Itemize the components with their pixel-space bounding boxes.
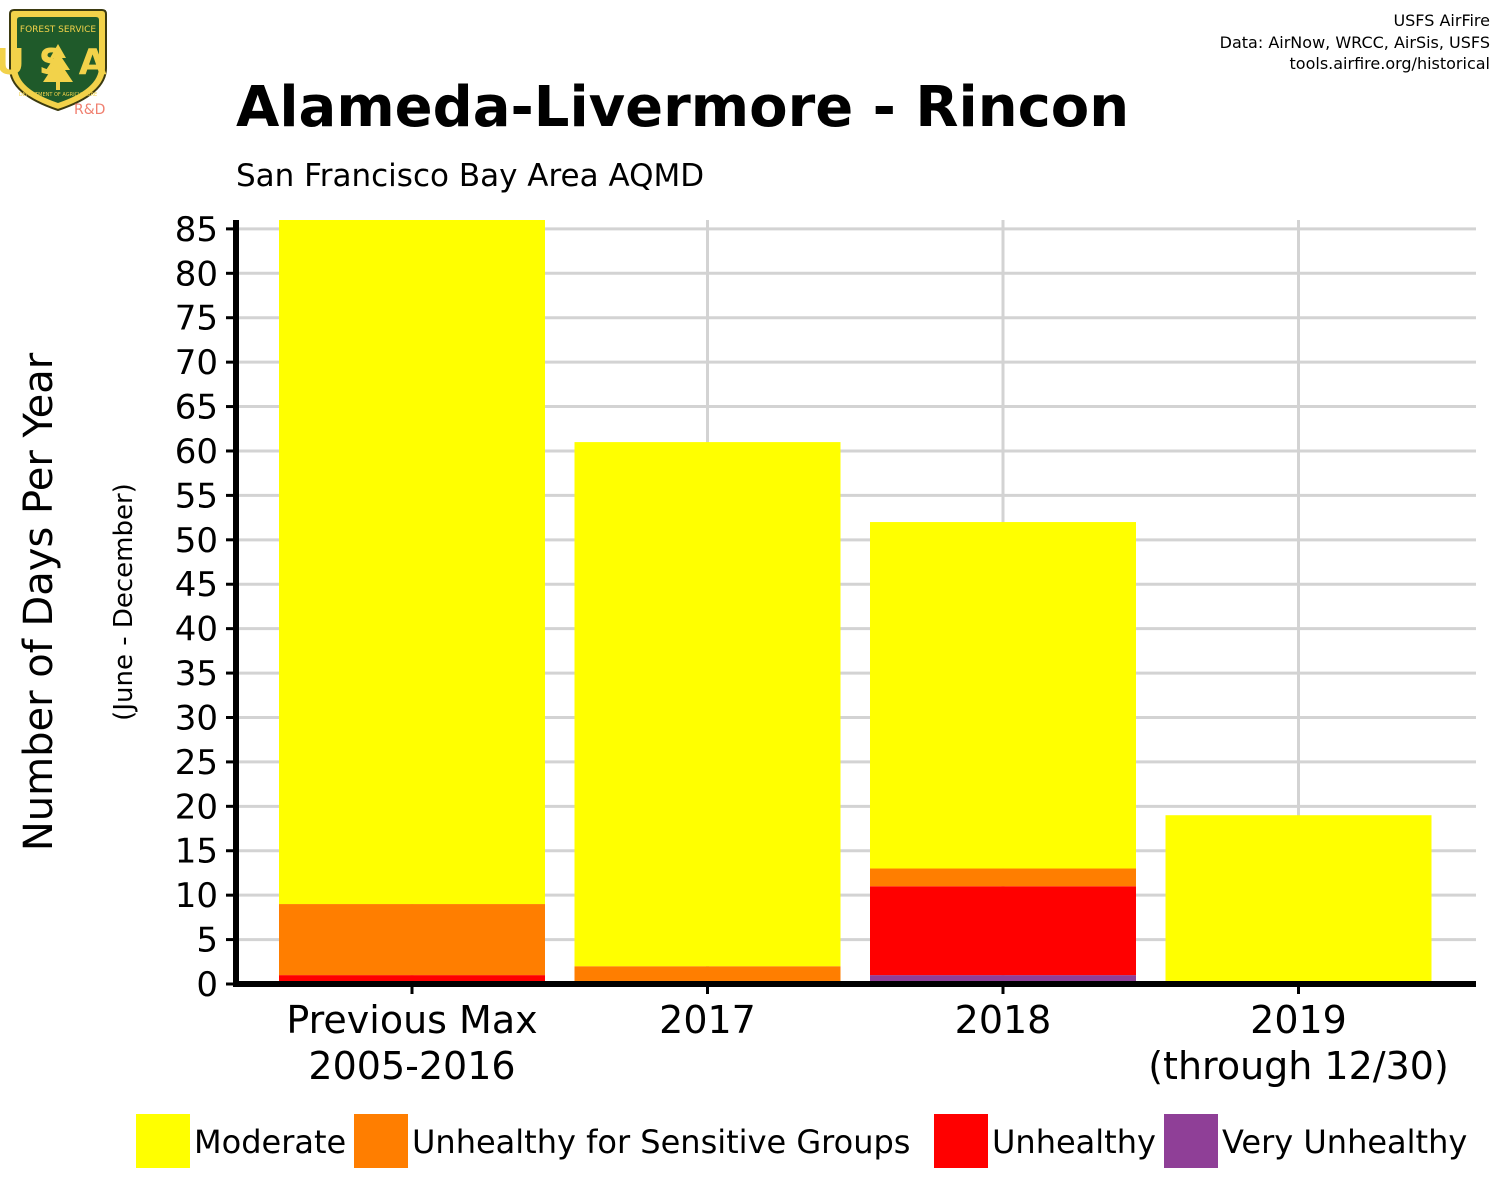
legend-swatch — [1164, 1114, 1218, 1168]
y-tick-label: 65 — [175, 388, 218, 428]
x-tick-label: 2018 — [955, 998, 1052, 1042]
y-tick-label: 25 — [175, 743, 218, 783]
legend-label: Very Unhealthy — [1222, 1123, 1467, 1161]
logo-top-text: FOREST SERVICE — [20, 25, 97, 35]
axes — [233, 220, 1476, 987]
y-tick-label: 70 — [175, 343, 218, 383]
credit-line-3: tools.airfire.org/historical — [1290, 54, 1490, 73]
legend-swatch — [934, 1114, 988, 1168]
chart-subtitle: San Francisco Bay Area AQMD — [236, 158, 704, 194]
bar-segment-very-unhealthy — [870, 975, 1136, 984]
y-tick-label: 5 — [196, 921, 218, 961]
legend: Moderate Unhealthy for Sensitive Groups Un… — [136, 1114, 1467, 1168]
legend-label: Unhealthy — [992, 1123, 1156, 1161]
y-tick-label: 80 — [175, 254, 218, 294]
legend-swatch — [354, 1114, 408, 1168]
x-tick-label: 2019 — [1250, 998, 1347, 1042]
chart-title: Alameda-Livermore - Rincon — [236, 75, 1129, 140]
x-tick-label: Previous Max — [286, 998, 537, 1042]
y-axis-label: Number of Days Per Year — [16, 352, 62, 851]
credit-line-2: Data: AirNow, WRCC, AirSis, USFS — [1220, 33, 1490, 52]
logo-division: R&D — [74, 102, 105, 118]
bars — [279, 220, 1432, 984]
y-tick-label: 15 — [175, 832, 218, 872]
legend-label: Moderate — [194, 1123, 346, 1161]
y-tick-label: 85 — [175, 210, 218, 250]
legend-label: Unhealthy for Sensitive Groups — [412, 1123, 910, 1161]
y-tick-label: 20 — [175, 787, 218, 827]
bar-segment-moderate — [1165, 815, 1432, 984]
y-tick-label: 35 — [175, 654, 218, 694]
bar-segment-unhealthy-for-sensitive-groups — [279, 904, 545, 976]
bar-segment-unhealthy — [870, 886, 1136, 976]
legend-swatch — [136, 1114, 190, 1168]
logo-bottom-text: DEPARTMENT OF AGRICULTURE — [19, 92, 97, 98]
bar-segment-unhealthy-for-sensitive-groups — [574, 966, 841, 984]
y-tick-label: 40 — [175, 610, 218, 650]
logo-initials: USA — [0, 42, 121, 83]
credit-line-1: USFS AirFire — [1393, 11, 1490, 30]
y-tick-label: 50 — [175, 521, 218, 561]
y-tick-label: 10 — [175, 876, 218, 916]
y-tick-label: 30 — [175, 698, 218, 738]
bar-segment-moderate — [870, 522, 1136, 869]
x-tick-label: 2005-2016 — [308, 1044, 515, 1088]
bar-segment-moderate — [574, 442, 841, 967]
y-tick-label: 0 — [196, 965, 218, 1005]
y-tick-label: 60 — [175, 432, 218, 472]
y-tick-label: 55 — [175, 476, 218, 516]
usfs-logo: USA FOREST SERVICE DEPARTMENT OF AGRICUL… — [0, 9, 121, 112]
y-tick-label: 45 — [175, 565, 218, 605]
x-tick-label: 2017 — [659, 998, 756, 1042]
bar-segment-unhealthy — [279, 975, 545, 984]
x-tick-label: (through 12/30) — [1148, 1044, 1449, 1088]
y-tick-label: 75 — [175, 299, 218, 339]
bar-segment-unhealthy-for-sensitive-groups — [870, 868, 1136, 887]
y-axis-sublabel: (June - December) — [109, 483, 139, 721]
bar-segment-moderate — [279, 220, 545, 905]
